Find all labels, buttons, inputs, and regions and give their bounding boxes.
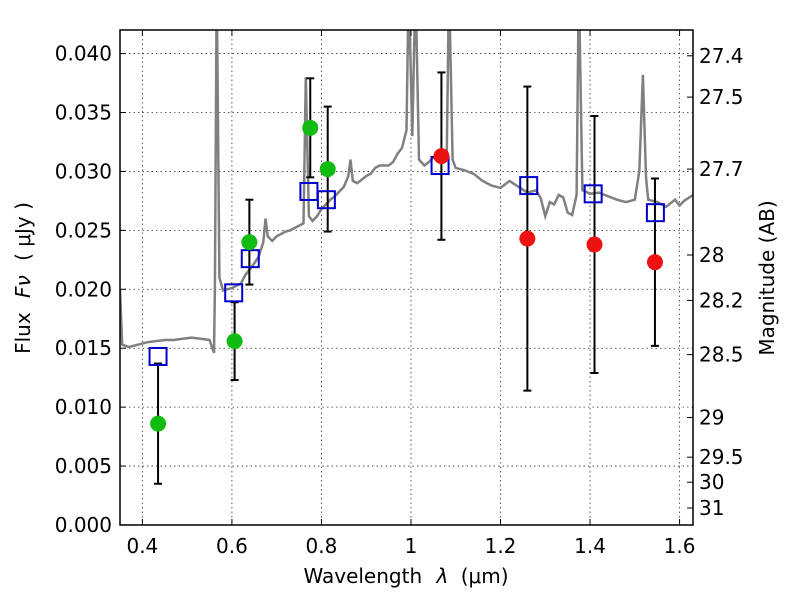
model-point: [583, 184, 603, 204]
right-tick-label: 28: [699, 243, 724, 267]
model-point: [645, 203, 665, 223]
right-tick-label: 28.5: [699, 343, 744, 367]
x-axis-label-unit: (μm): [461, 564, 509, 588]
y-axis-label: Flux Fν ( μJy ): [11, 202, 35, 354]
y-tick-label: 0.015: [55, 336, 112, 360]
x-tick-label: 1.2: [485, 534, 517, 558]
right-tick-label: 29: [699, 406, 724, 430]
right-tick-label: 30: [699, 470, 724, 494]
x-axis-label-text: Wavelength: [303, 564, 422, 588]
x-tick-label: 0.6: [216, 534, 248, 558]
model-spectrum-line: [120, 30, 693, 354]
model-point: [148, 346, 168, 366]
model-photometry-squares: [148, 156, 665, 366]
x-tick-label: 1: [405, 534, 418, 558]
right-tick-label: 27.4: [699, 44, 744, 68]
observed-point: [150, 415, 167, 432]
x-tick-label: 0.4: [126, 534, 158, 558]
y-tick-label: 0.020: [55, 277, 112, 301]
y-tick-label: 0.010: [55, 395, 112, 419]
right-tick-label: 27.7: [699, 157, 744, 181]
model-point: [316, 190, 336, 210]
model-point: [240, 249, 260, 269]
y-axis-label-text: Flux: [11, 312, 35, 354]
observed-point: [646, 254, 663, 271]
observed-point: [226, 333, 243, 350]
right-tick-label: 29.5: [699, 445, 744, 469]
plot-frame: [119, 29, 694, 526]
observed-point: [586, 236, 603, 253]
x-tick-label: 1.4: [574, 534, 606, 558]
x-tick-label: 1.6: [664, 534, 696, 558]
observed-point: [519, 230, 536, 247]
y-axis-label-symbol: Fν: [11, 275, 35, 298]
observed-photometry-points: [150, 119, 663, 432]
observed-point: [302, 119, 319, 136]
y-tick-label: 0.035: [55, 101, 112, 125]
model-point: [519, 176, 539, 196]
model-point: [224, 283, 244, 303]
right-axis-label: Magnitude (AB): [755, 200, 779, 355]
observed-point: [241, 234, 258, 251]
x-axis-label: Wavelength λ (μm): [303, 564, 508, 588]
y-tick-label: 0.040: [55, 42, 112, 66]
right-tick-label: 27.5: [699, 85, 744, 109]
y-axis-label-unit: ( μJy ): [11, 202, 35, 261]
x-axis-ticks: 0.4 0.6 0.8 1 1.2 1.4 1.6: [126, 30, 695, 558]
right-tick-label: 28.2: [699, 288, 744, 312]
y-tick-label: 0.025: [55, 218, 112, 242]
x-axis-label-symbol: λ: [436, 564, 449, 588]
right-tick-label: 31: [699, 496, 724, 520]
x-tick-label: 0.8: [306, 534, 338, 558]
y-tick-label: 0.005: [55, 454, 112, 478]
observed-point: [319, 161, 336, 178]
y-axis-ticks: 0.000 0.005 0.010 0.015 0.020 0.025 0.030 0.035…: [55, 42, 126, 537]
y-tick-label: 0.000: [55, 513, 112, 537]
y-tick-label: 0.030: [55, 159, 112, 183]
observed-point: [433, 148, 450, 165]
